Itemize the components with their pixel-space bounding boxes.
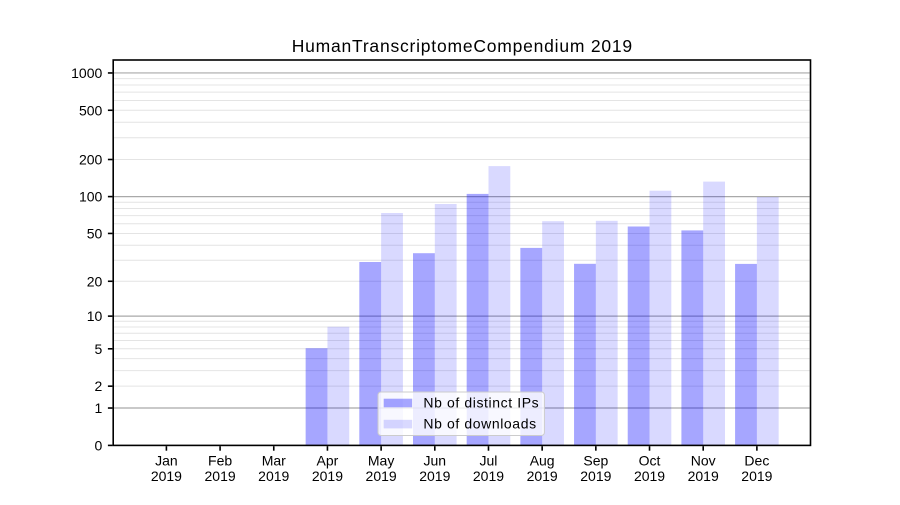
svg-text:0: 0 xyxy=(95,437,103,453)
svg-text:Mar: Mar xyxy=(262,453,286,469)
svg-text:500: 500 xyxy=(79,102,103,118)
svg-text:5: 5 xyxy=(95,341,103,357)
svg-text:Dec: Dec xyxy=(744,453,769,469)
svg-text:2019: 2019 xyxy=(205,468,236,484)
svg-text:2019: 2019 xyxy=(634,468,665,484)
svg-text:2019: 2019 xyxy=(688,468,719,484)
svg-text:Jul: Jul xyxy=(480,453,498,469)
svg-text:2019: 2019 xyxy=(419,468,450,484)
svg-text:100: 100 xyxy=(79,189,103,205)
svg-text:2019: 2019 xyxy=(151,468,182,484)
svg-text:2019: 2019 xyxy=(527,468,558,484)
svg-text:Nb of downloads: Nb of downloads xyxy=(423,416,536,432)
svg-text:1000: 1000 xyxy=(71,65,102,81)
svg-text:2019: 2019 xyxy=(580,468,611,484)
svg-text:Nov: Nov xyxy=(691,453,716,469)
svg-text:50: 50 xyxy=(87,225,103,241)
svg-text:1: 1 xyxy=(95,400,103,416)
svg-text:Sep: Sep xyxy=(583,453,608,469)
svg-text:10: 10 xyxy=(87,308,103,324)
svg-text:Jan: Jan xyxy=(155,453,178,469)
svg-text:20: 20 xyxy=(87,273,103,289)
svg-text:Aug: Aug xyxy=(530,453,555,469)
svg-text:Oct: Oct xyxy=(639,453,661,469)
svg-text:2019: 2019 xyxy=(258,468,289,484)
svg-text:May: May xyxy=(368,453,394,469)
svg-text:200: 200 xyxy=(79,152,103,168)
svg-text:Jun: Jun xyxy=(424,453,447,469)
svg-text:Apr: Apr xyxy=(317,453,339,469)
svg-text:Nb of distinct IPs: Nb of distinct IPs xyxy=(423,395,539,411)
svg-text:HumanTranscriptomeCompendium 2: HumanTranscriptomeCompendium 2019 xyxy=(292,36,633,56)
svg-text:2: 2 xyxy=(95,378,103,394)
svg-text:2019: 2019 xyxy=(473,468,504,484)
svg-text:2019: 2019 xyxy=(741,468,772,484)
svg-text:2019: 2019 xyxy=(312,468,343,484)
svg-text:2019: 2019 xyxy=(366,468,397,484)
svg-text:Feb: Feb xyxy=(208,453,232,469)
